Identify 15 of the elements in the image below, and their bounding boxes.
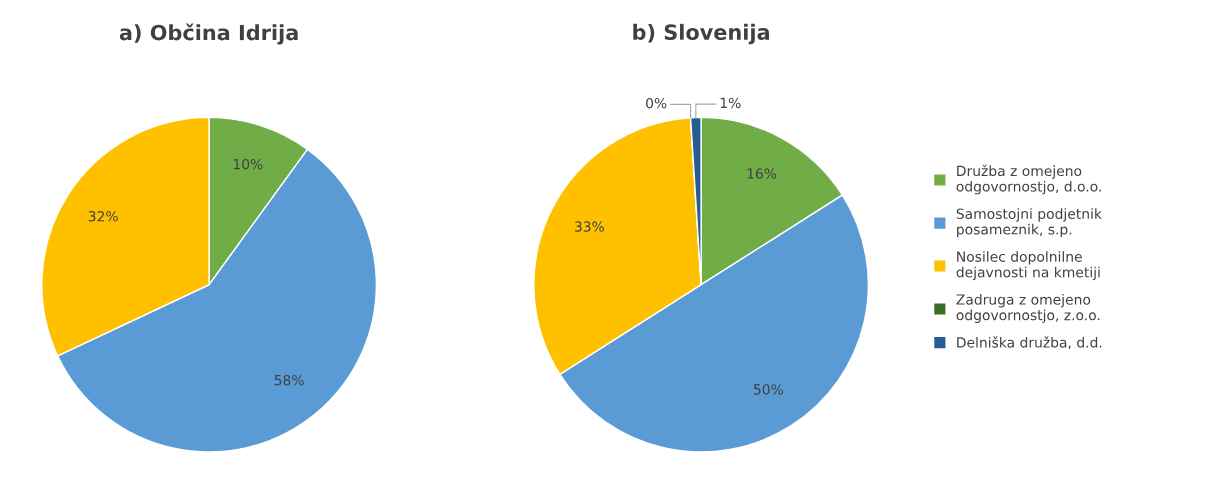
- data-label: 16%: [747, 168, 777, 179]
- data-label: 32%: [88, 211, 118, 222]
- data-label: 58%: [274, 374, 304, 386]
- legend-label: Nosilec dopolnilne dejavnosti na kmetiji: [956, 251, 1100, 281]
- legend-label: Zadruga z omejeno odgovornostjo, z.o.o.: [956, 294, 1100, 324]
- data-label: 50%: [753, 384, 783, 395]
- data-label: 33%: [574, 221, 604, 232]
- data-label: 10%: [233, 158, 263, 170]
- data-label: 1%: [720, 97, 741, 109]
- chart-title: a) Občina Idrija: [119, 23, 298, 45]
- chart-title: b) Slovenija: [633, 23, 769, 45]
- text: 0%: [646, 97, 667, 109]
- legend-label: Samostojni podjetnik posameznik, s.p.: [956, 208, 1102, 238]
- legend-label: Delniška družba, d.d.: [957, 336, 1102, 350]
- legend-label: Družba z omejeno odgovornostjo, d.o.o.: [956, 164, 1101, 195]
